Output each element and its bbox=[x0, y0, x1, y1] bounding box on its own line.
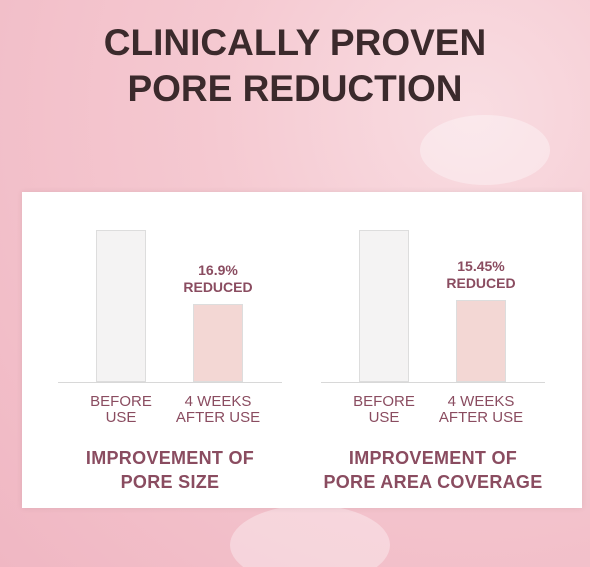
annotation: 16.9% REDUCED bbox=[183, 262, 253, 296]
decor bbox=[230, 505, 390, 567]
decor bbox=[420, 115, 550, 185]
axis-line bbox=[321, 382, 545, 383]
bar bbox=[96, 230, 146, 382]
axis-line bbox=[58, 382, 282, 383]
bar bbox=[359, 230, 409, 382]
annotation: 15.45% REDUCED bbox=[446, 257, 516, 291]
bar bbox=[456, 299, 506, 382]
bar bbox=[193, 304, 243, 382]
x-tick-label: BEFORE USE bbox=[90, 393, 152, 426]
x-tick-label: BEFORE USE bbox=[353, 393, 415, 426]
page-title: CLINICALLY PROVEN PORE REDUCTION bbox=[103, 22, 487, 109]
chart-title: IMPROVEMENT OF PORE AREA COVERAGE bbox=[323, 448, 543, 492]
x-tick-label: 4 WEEKS AFTER USE bbox=[175, 393, 261, 426]
chart-title: IMPROVEMENT OF PORE SIZE bbox=[85, 448, 255, 492]
x-tick-label: 4 WEEKS AFTER USE bbox=[438, 393, 524, 426]
